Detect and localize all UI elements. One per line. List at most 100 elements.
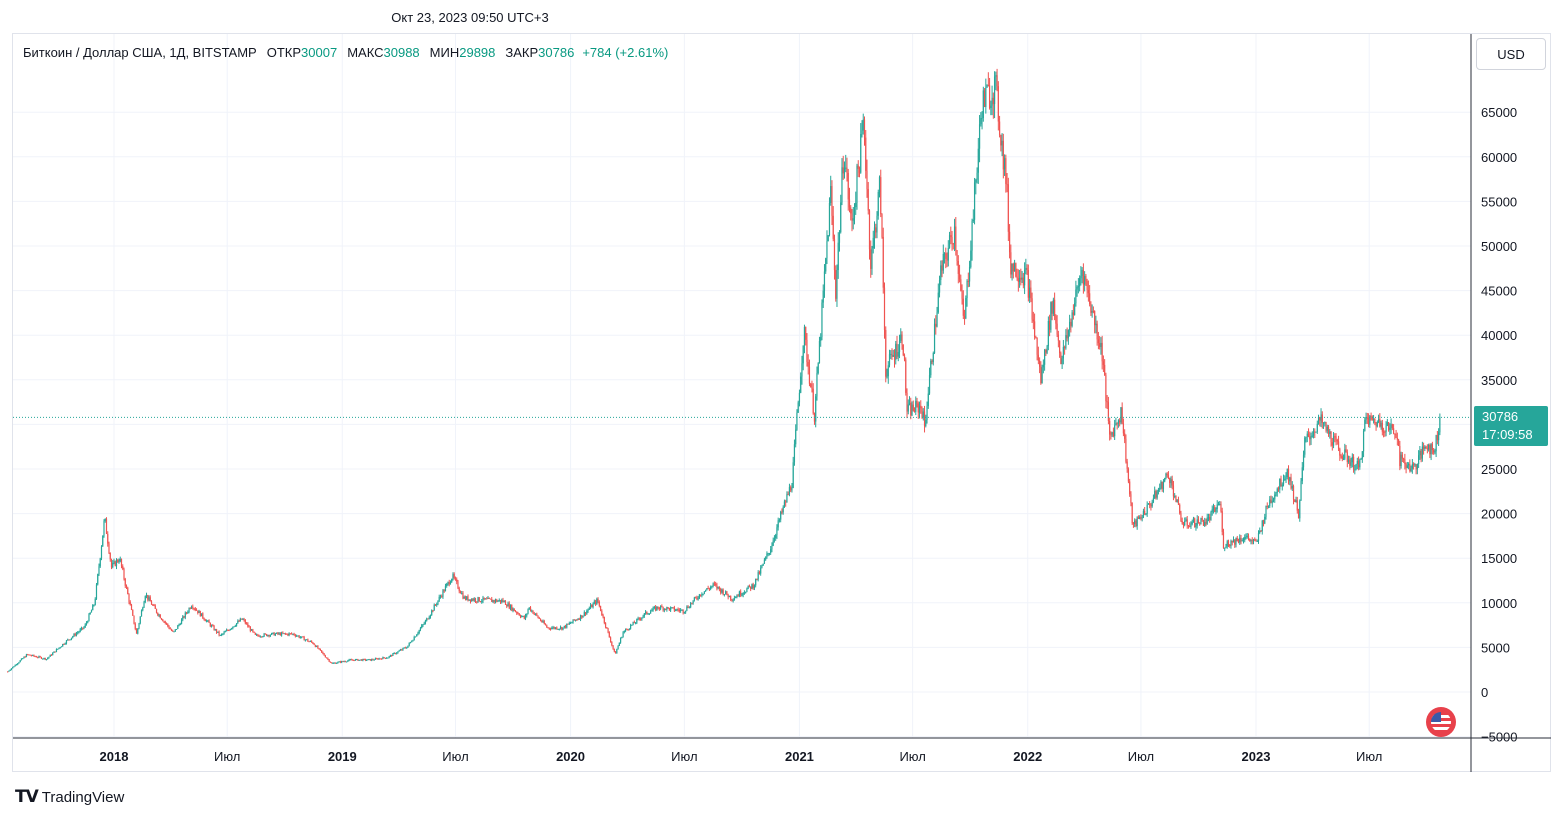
candle-body (683, 612, 685, 614)
candle-body (307, 639, 309, 642)
candle-body (1085, 275, 1087, 282)
candle-body (328, 659, 330, 662)
candle-body (1344, 449, 1346, 459)
candle-body (323, 653, 325, 656)
candle-body (863, 119, 866, 138)
candle-body (1171, 479, 1173, 486)
candle-body (758, 572, 761, 574)
candle-body (661, 606, 663, 608)
candle-body (962, 298, 964, 316)
candle-body (552, 627, 554, 629)
candle-body (433, 604, 435, 611)
candle-body (327, 658, 329, 660)
candle-body (801, 363, 803, 377)
candle-body (59, 647, 61, 649)
candle-body (386, 657, 388, 659)
candle-body (47, 657, 49, 660)
symbol-name[interactable]: Биткоин / Доллар США, 1Д, BITSTAMP (23, 45, 257, 60)
candle-body (1164, 478, 1166, 482)
candle-body (1049, 320, 1051, 330)
brand-name: TradingView (41, 788, 125, 806)
candle-body (957, 260, 959, 274)
candle-body (935, 323, 937, 327)
candle-body (703, 591, 705, 594)
candle-body (423, 623, 425, 625)
candle-body (1187, 525, 1190, 527)
candle-body (339, 661, 341, 663)
candle-body (222, 633, 224, 635)
candle-body (272, 632, 274, 634)
candle-body (670, 607, 672, 611)
candle-body (1259, 530, 1261, 534)
candle-body (643, 613, 645, 617)
candle-body (1326, 426, 1328, 431)
candle-body (244, 620, 246, 624)
candle-body (441, 596, 443, 598)
tradingview-brand[interactable]: 𝗧𝗩 TradingView (15, 787, 124, 807)
low-value: 29898 (459, 45, 496, 60)
candle-body (671, 607, 673, 609)
y-tick-label: 0 (1481, 685, 1488, 700)
candle-body (619, 638, 622, 643)
candle-body (73, 633, 75, 637)
candle-body (1155, 491, 1157, 498)
candle-body (522, 616, 524, 618)
open-value: 30007 (301, 45, 338, 60)
candle-body (207, 620, 209, 622)
us-flag-icon[interactable] (1426, 707, 1456, 737)
candle-body (1265, 505, 1267, 517)
candle-body (1192, 518, 1195, 523)
candle-body (98, 566, 100, 575)
candle-body (486, 598, 488, 600)
candle-body (1429, 445, 1431, 455)
candle-body (641, 617, 643, 620)
candle-body (1242, 540, 1245, 542)
candle-body (1434, 451, 1436, 453)
candle-body (334, 662, 336, 664)
candle-body (955, 226, 957, 251)
candle-body (775, 535, 777, 539)
candle-body (975, 179, 977, 183)
candle-body (1274, 494, 1276, 500)
candle-body (286, 633, 288, 635)
candle-body (559, 627, 562, 629)
candle-body (853, 207, 856, 219)
candle-body (678, 610, 680, 612)
candle-body (1106, 401, 1108, 403)
candle-body (757, 572, 759, 580)
candle-body (627, 629, 629, 631)
candle-body (397, 651, 399, 653)
candle-body (69, 639, 71, 641)
last-price-value: 30786 (1482, 409, 1519, 424)
candle-body (1146, 504, 1148, 514)
candle-body (1329, 431, 1331, 434)
candle-body (329, 661, 331, 663)
candle-body (252, 629, 254, 632)
candle-body (260, 636, 263, 638)
candle-body (1394, 433, 1396, 435)
candle-body (753, 585, 756, 589)
candle-body (875, 227, 877, 233)
candle-body (449, 582, 452, 585)
candle-body (1357, 461, 1360, 468)
candle-body (125, 585, 128, 588)
x-tick-label: 2020 (556, 749, 585, 764)
chart-frame[interactable] (12, 33, 1551, 772)
x-tick-label: 2018 (100, 749, 129, 764)
candle-body (183, 616, 185, 618)
candle-body (162, 619, 164, 622)
candle-body (940, 265, 942, 281)
candle-body (602, 615, 604, 617)
candle-body (115, 559, 118, 566)
candle-body (1215, 509, 1217, 512)
candle-body (1239, 537, 1241, 543)
candle-body (24, 656, 26, 658)
candle-body (991, 97, 993, 106)
candle-body (1139, 517, 1141, 519)
candle-body (516, 611, 518, 614)
candle-body (567, 623, 569, 625)
candle-body (746, 588, 748, 593)
currency-button[interactable]: USD (1476, 38, 1546, 70)
candle-body (164, 621, 166, 623)
